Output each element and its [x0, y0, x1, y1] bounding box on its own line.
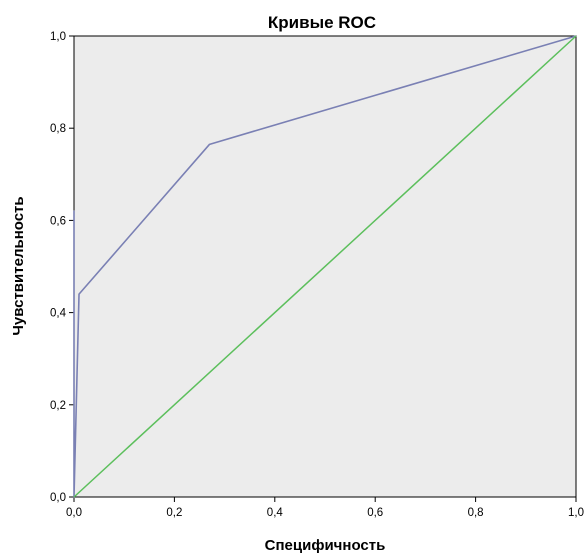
axis-ticks: 0,0 0,2 0,4 0,6 0,8 1,0 0,0 0,2 0,4 0,6 0,8 1,0: [50, 31, 584, 519]
x-tick-label: 1,0: [568, 507, 584, 519]
y-tick-label: 0,6: [50, 215, 66, 227]
y-tick-label: 0,8: [50, 123, 66, 135]
chart-series: [73, 35, 577, 498]
y-tick-label: 0,0: [50, 492, 66, 504]
chart-title: Кривые ROC: [268, 13, 376, 32]
x-tick-label: 0,6: [367, 507, 383, 519]
y-axis-title: Чувствительность: [10, 196, 27, 335]
x-tick-label: 0,8: [468, 507, 484, 519]
reference-diagonal-line: [73, 35, 577, 498]
x-tick-label: 0,0: [66, 507, 82, 519]
y-tick-label: 0,2: [50, 400, 66, 412]
roc-curve-line: [73, 35, 577, 498]
x-tick-label: 0,2: [166, 507, 182, 519]
x-axis-title: Специфичность: [265, 537, 386, 554]
y-tick-label: 0,4: [50, 308, 67, 320]
x-tick-label: 0,4: [267, 507, 284, 519]
y-tick-label: 1,0: [50, 31, 66, 43]
